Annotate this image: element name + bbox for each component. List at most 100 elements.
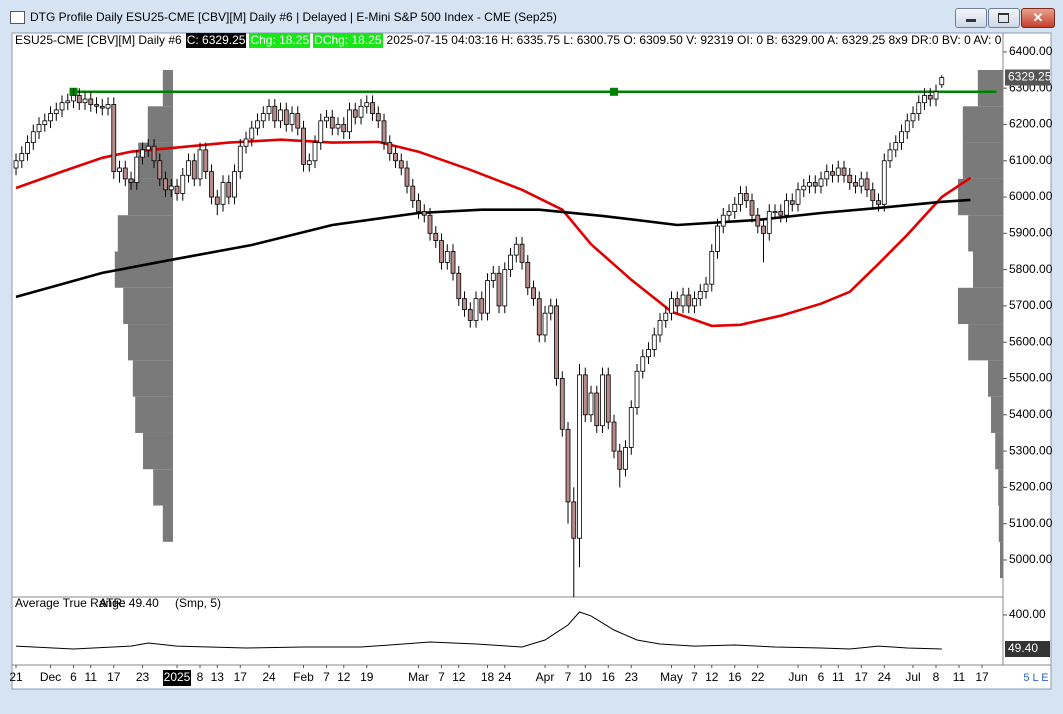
candle-body bbox=[358, 105, 364, 118]
close-button[interactable]: ✕ bbox=[1021, 8, 1055, 28]
candle-body bbox=[260, 113, 266, 122]
candle-body bbox=[571, 501, 577, 539]
volume-profile-bar bbox=[991, 396, 1003, 433]
candle-body bbox=[145, 145, 151, 151]
candle-body bbox=[19, 153, 25, 162]
x-tick-label: 2025 bbox=[164, 670, 191, 684]
candle-body bbox=[398, 160, 404, 169]
candle-body bbox=[128, 178, 134, 183]
candle-body bbox=[163, 178, 168, 191]
candle-body bbox=[479, 298, 485, 314]
window-icon bbox=[10, 11, 25, 24]
candle-body bbox=[582, 374, 588, 416]
candle-body bbox=[651, 334, 657, 350]
candle-body bbox=[347, 109, 352, 133]
y-tick-label: 5300.00 bbox=[1009, 443, 1053, 457]
candle-body bbox=[341, 124, 347, 133]
candle-body bbox=[381, 120, 387, 144]
x-tick-label: 12 bbox=[337, 670, 351, 684]
x-tick-label: Dec bbox=[40, 670, 61, 684]
candle-body bbox=[657, 320, 663, 336]
candle-body bbox=[674, 298, 680, 307]
candle-body bbox=[364, 102, 370, 107]
minimize-button[interactable] bbox=[955, 8, 987, 28]
candle-body bbox=[830, 171, 835, 176]
candle-body bbox=[812, 182, 818, 187]
volume-profile-bar bbox=[977, 70, 1003, 107]
candle-body bbox=[749, 200, 755, 216]
candle-body bbox=[289, 113, 295, 125]
candle-body bbox=[370, 102, 375, 114]
volume-profile-bar bbox=[968, 324, 1003, 361]
candle-body bbox=[157, 160, 163, 180]
y-tick-label: 6100.00 bbox=[1009, 153, 1053, 167]
candle-body bbox=[105, 104, 111, 109]
candle-body bbox=[738, 193, 743, 205]
volume-profile-bar bbox=[132, 360, 173, 397]
candle-body bbox=[53, 109, 59, 114]
candle-body bbox=[703, 283, 709, 292]
candle-body bbox=[427, 214, 433, 234]
candle-body bbox=[496, 272, 502, 307]
x-tick-label: 12 bbox=[705, 670, 719, 684]
candle-body bbox=[117, 167, 122, 173]
candle-body bbox=[927, 95, 933, 100]
candle-body bbox=[715, 225, 720, 252]
candle-body bbox=[565, 428, 571, 503]
change-info: Chg: 18.25 bbox=[249, 33, 311, 48]
corner-label[interactable]: 5 L E bbox=[1023, 672, 1048, 684]
volume-profile-bar bbox=[128, 324, 173, 361]
candle-body bbox=[795, 189, 801, 205]
candle-body bbox=[939, 77, 945, 86]
candle-body bbox=[111, 104, 117, 173]
maximize-button[interactable] bbox=[988, 8, 1020, 28]
volume-profile-bar bbox=[988, 360, 1003, 397]
candle-body bbox=[502, 269, 508, 307]
info-header: ESU25-CME [CBV][M] Daily #6 C: 6329.25 C… bbox=[14, 33, 1003, 48]
volume-profile-bar bbox=[962, 142, 1003, 179]
x-tick-label: Jun bbox=[788, 670, 807, 684]
candle-body bbox=[904, 120, 910, 133]
volume-profile-bar bbox=[162, 70, 173, 107]
x-tick-label: 22 bbox=[751, 670, 765, 684]
candle-body bbox=[778, 211, 784, 216]
y-tick-label: 5000.00 bbox=[1009, 552, 1053, 566]
candle-body bbox=[203, 149, 209, 173]
y-tick-label: 5500.00 bbox=[1009, 371, 1053, 385]
value-badge-label: 6329.25 bbox=[1008, 70, 1052, 84]
close-info: C: 6329.25 bbox=[185, 33, 247, 48]
volume-profile-bar bbox=[1000, 541, 1003, 579]
x-tick-label: 21 bbox=[9, 670, 23, 684]
candle-body bbox=[899, 131, 904, 144]
candle-body bbox=[600, 374, 605, 427]
candle-body bbox=[858, 178, 864, 187]
x-tick-label: 7 bbox=[691, 670, 698, 684]
candle-body bbox=[324, 116, 329, 122]
volume-profile-bar bbox=[162, 505, 173, 542]
volume-profile-bar bbox=[143, 432, 173, 470]
candle-body bbox=[887, 149, 893, 162]
candle-body bbox=[577, 374, 582, 539]
x-tick-label: 11 bbox=[953, 670, 966, 684]
y-tick-label: 5900.00 bbox=[1009, 226, 1053, 240]
candle-body bbox=[444, 251, 450, 263]
x-tick-label: 16 bbox=[728, 670, 742, 684]
candle-body bbox=[71, 95, 76, 102]
candle-body bbox=[151, 145, 157, 162]
volume-profile-bar bbox=[995, 432, 1003, 470]
candle-body bbox=[266, 105, 272, 114]
x-tick-label: 23 bbox=[625, 670, 639, 684]
candle-body bbox=[841, 167, 847, 176]
x-tick-label: 17 bbox=[234, 670, 248, 684]
y-tick-label: 6000.00 bbox=[1009, 189, 1053, 203]
chart-area bbox=[11, 32, 1052, 690]
indicator-value: ATR: 49.40 bbox=[99, 596, 159, 610]
candle-body bbox=[755, 214, 761, 227]
candle-body bbox=[283, 109, 289, 125]
x-tick-label: 11 bbox=[85, 670, 98, 684]
volume-profile-bar bbox=[958, 287, 1003, 325]
volume-profile-bar bbox=[962, 106, 1003, 143]
x-tick-label: 24 bbox=[262, 670, 276, 684]
candle-body bbox=[893, 142, 899, 151]
